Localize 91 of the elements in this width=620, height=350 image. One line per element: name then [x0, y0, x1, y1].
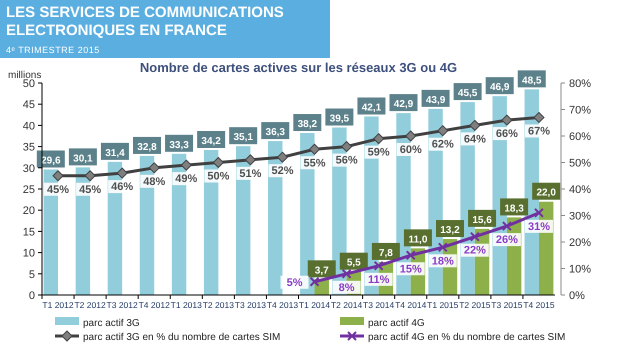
data-label: 22,0 [536, 188, 556, 199]
legend-label: parc actif 4G en % du nombre de cartes SIM [368, 332, 566, 343]
data-label: 30,1 [73, 153, 94, 164]
data-label: 18,3 [504, 203, 524, 214]
x-tick-label: T2 2013 [202, 300, 234, 310]
y2-tick-label: 80% [569, 78, 592, 90]
data-label: 46% [111, 181, 134, 194]
data-label: 64% [464, 133, 486, 146]
data-label: 45,5 [458, 88, 478, 100]
x-tick-label: T1 2012 [42, 300, 74, 310]
legend-label: parc actif 3G [83, 318, 140, 329]
x-tick-label: T4 2012 [138, 300, 170, 310]
text: 4ᵉ TRIMESTRE 2015 [6, 45, 100, 55]
y-tick-label: 35 [22, 142, 35, 154]
data-label: 15,6 [472, 214, 492, 226]
data-label: 15% [400, 263, 422, 276]
x-tick-label: T3 2013 [234, 300, 266, 310]
data-label: 42,9 [394, 99, 414, 110]
x-tick-label: T3 2015 [491, 300, 523, 310]
data-label: 48,5 [522, 75, 542, 86]
data-label: 39,5 [330, 114, 350, 125]
x-tick-label: T1 2015 [427, 300, 459, 310]
y2-tick-label: 10% [569, 264, 592, 276]
data-label: 42,1 [362, 102, 382, 114]
data-label: 13,2 [440, 225, 460, 236]
y-tick-label: 0 [28, 290, 35, 302]
data-label: 33,3 [169, 140, 190, 151]
data-label: 46,9 [490, 82, 510, 94]
data-label: 22% [464, 244, 486, 257]
data-label: 43,9 [426, 94, 446, 106]
x-tick-label: T2 2012 [74, 300, 106, 310]
y-tick-label: 25 [22, 184, 35, 196]
data-label: 38,2 [298, 119, 318, 130]
legend-label: parc actif 3G en % du nombre de cartes SIM [83, 332, 280, 343]
y-tick-label: 10 [22, 248, 35, 260]
text: LES SERVICES DE COMMUNICATIONS ELECTRONIQUES EN FRANCE [6, 4, 284, 39]
data-label: 49% [175, 173, 198, 186]
y-tick-label: 40 [22, 120, 35, 132]
x-tick-label: T1 2013 [170, 300, 202, 310]
data-label: 31,4 [105, 148, 126, 159]
data-label: 8% [338, 282, 355, 294]
x-tick-label: T3 2014 [363, 300, 395, 310]
y2-tick-label: 20% [569, 237, 592, 249]
data-label: 66% [496, 128, 518, 140]
data-label: 3,7 [314, 265, 330, 276]
data-label: 18% [432, 255, 454, 268]
y2-tick-label: 60% [569, 131, 592, 143]
data-label: 29,6 [41, 155, 61, 166]
data-label: 62% [432, 138, 454, 151]
data-label: 7,8 [378, 248, 394, 259]
x-tick-label: T2 2014 [330, 300, 362, 310]
y-tick-label: 30 [22, 162, 35, 175]
data-label: 60% [400, 144, 422, 156]
x-tick-label: T1 2014 [298, 300, 330, 310]
data-label: 34,2 [201, 136, 222, 147]
y2-tick-label: 50% [569, 158, 592, 170]
data-label: 55% [304, 157, 326, 170]
data-label: 32,8 [137, 142, 158, 153]
data-label: 51% [239, 168, 262, 180]
y-tick-label: 50 [22, 78, 35, 90]
x-tick-label: T4 2014 [395, 300, 427, 310]
y2-tick-label: 40% [569, 184, 592, 196]
y-tick-label: 15 [22, 226, 35, 238]
data-label: 36,3 [266, 127, 286, 138]
x-tick-label: T3 2012 [106, 300, 138, 310]
x-tick-label: T2 2015 [459, 300, 491, 310]
y-tick-label: 5 [28, 268, 35, 281]
data-label: 45% [47, 184, 70, 196]
data-label: 5,5 [346, 258, 362, 269]
y2-tick-label: 70% [569, 104, 592, 116]
data-label: 59% [368, 146, 390, 159]
data-label: 5% [286, 276, 303, 289]
y2-tick-label: 30% [569, 210, 592, 222]
x-tick-label: T4 2015 [523, 300, 555, 310]
data-label: 35,1 [233, 132, 254, 144]
legend-label: parc actif 4G [368, 318, 425, 329]
data-label: 45% [79, 184, 102, 196]
chart-title: Nombre de cartes actives sur les réseaux 3G ou 4G [140, 60, 458, 75]
data-label: 67% [528, 125, 550, 138]
data-label: 31% [528, 220, 550, 233]
y-tick-label: 20 [22, 205, 35, 218]
data-label: 48% [143, 176, 166, 188]
y2-tick-label: 0% [569, 290, 586, 302]
data-label: 26% [496, 234, 518, 246]
data-label: 50% [207, 170, 230, 182]
y-tick-label: 45 [22, 99, 35, 112]
data-label: 11,0 [408, 234, 428, 246]
data-label: 56% [336, 154, 358, 167]
data-label: 11% [368, 274, 390, 286]
x-tick-label: T4 2013 [266, 300, 298, 310]
data-label: 52% [271, 165, 294, 178]
